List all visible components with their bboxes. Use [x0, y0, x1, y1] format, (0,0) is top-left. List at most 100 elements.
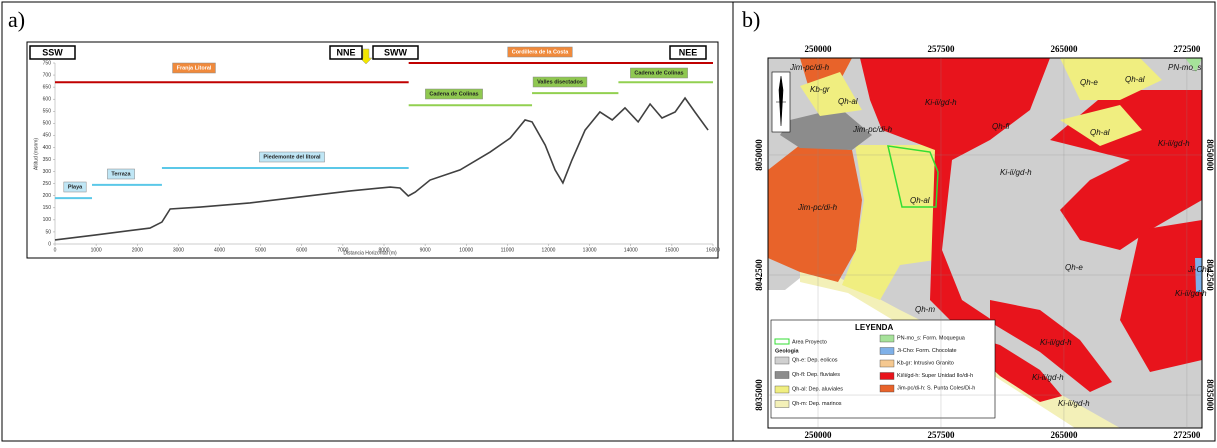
direction-label: SWW — [384, 47, 407, 57]
panel-label: a) — [8, 7, 25, 32]
x-tick-label: 5000 — [255, 247, 266, 253]
annotation-label: Terraza — [111, 171, 131, 177]
map-label: Ki-ii/gd-h — [1175, 289, 1207, 298]
legend-swatch — [775, 401, 789, 408]
legend-swatch — [880, 348, 894, 355]
map-y-label: 8042500 — [754, 259, 764, 291]
y-tick-label: 300 — [43, 169, 52, 175]
legend-swatch — [880, 385, 894, 392]
figure: a) b) Altitud (msnm) Distancia Horizonta… — [0, 0, 1217, 443]
map-label: Ki-ii/gd-h — [925, 98, 957, 107]
legend-group: Geologia — [775, 348, 799, 354]
annotation-label: Franja Litoral — [177, 65, 212, 71]
x-tick-label: 14000 — [624, 247, 638, 253]
map-label: Ki-ii/gd-h — [1000, 168, 1032, 177]
x-tick-label: 9000 — [420, 247, 431, 253]
map-label: Jim-pc/di-h — [797, 203, 838, 212]
y-tick-label: 700 — [43, 72, 52, 78]
map-x-label: 250000 — [805, 430, 833, 440]
direction-label: SSW — [42, 47, 63, 57]
legend-swatch — [880, 373, 894, 380]
x-tick-label: 4000 — [214, 247, 225, 253]
x-tick-label: 1000 — [91, 247, 102, 253]
map-label: Qh-al — [910, 196, 930, 205]
map-x-label: 272500 — [1173, 44, 1201, 54]
legend-swatch — [775, 372, 789, 379]
jim-pc — [768, 145, 862, 282]
map-y-label: 8035000 — [754, 379, 764, 411]
legend-label: Qh-m: Dep. marinos — [792, 401, 842, 407]
chart-frame — [27, 42, 718, 258]
direction-label: NNE — [336, 47, 355, 57]
map-label: Ki-ii/gd-h — [1058, 399, 1090, 408]
map-label: Qh-e — [1065, 263, 1083, 272]
y-tick-label: 600 — [43, 97, 52, 103]
y-tick-label: 350 — [43, 157, 52, 163]
legend-label: PN-mo_s: Form. Moquegua — [897, 335, 966, 341]
annotation-label: Valles disectados — [537, 79, 583, 85]
direction-label: NEE — [679, 47, 698, 57]
legend-swatch — [880, 335, 894, 342]
x-tick-label: 8000 — [378, 247, 389, 253]
legend-label: Qh-fl: Dep. fluviales — [792, 372, 840, 378]
x-tick-label: 15000 — [665, 247, 679, 253]
y-tick-label: 500 — [43, 121, 52, 127]
y-tick-label: 650 — [43, 84, 52, 90]
x-tick-label: 0 — [54, 247, 57, 253]
y-tick-label: 0 — [48, 241, 51, 247]
legend-label: Ki/ii/gd-h: Super Unidad Ilo/di-h — [897, 373, 973, 379]
y-axis-title: Altitud (msnm) — [33, 138, 39, 171]
x-tick-label: 11000 — [501, 247, 515, 253]
map-label: Qh-al — [838, 97, 858, 106]
map-x-label: 272500 — [1173, 430, 1201, 440]
map-label: Qh-al — [1090, 128, 1110, 137]
x-tick-label: 6000 — [296, 247, 307, 253]
legend-title: LEYENDA — [855, 323, 893, 332]
map-x-label: 257500 — [927, 44, 955, 54]
y-tick-label: 550 — [43, 109, 52, 115]
map-label: Ki-ii/gd-h — [1158, 139, 1190, 148]
map-label: Jim-pc/di-h — [852, 125, 893, 134]
y-tick-label: 100 — [43, 217, 52, 223]
legend-swatch — [880, 360, 894, 367]
x-tick-label: 16000 — [706, 247, 720, 253]
y-tick-label: 750 — [43, 60, 52, 66]
x-tick-label: 3000 — [173, 247, 184, 253]
annotation-label: Cadena de Colinas — [429, 91, 478, 97]
x-tick-label: 7000 — [337, 247, 348, 253]
x-tick-label: 12000 — [542, 247, 556, 253]
y-tick-label: 50 — [45, 229, 51, 235]
map-label: Qh-m — [915, 305, 935, 314]
map-label: PN-mo_s — [1168, 63, 1201, 72]
y-tick-label: 450 — [43, 133, 52, 139]
legend-label: Qh-al: Dep. aluviales — [792, 386, 843, 392]
legend-label: Area Proyecto — [792, 339, 827, 345]
map-x-label: 265000 — [1050, 430, 1078, 440]
map-x-label: 250000 — [805, 44, 833, 54]
y-tick-label: 400 — [43, 145, 52, 151]
x-tick-label: 13000 — [583, 247, 597, 253]
annotation-label: Cordillera de la Costa — [512, 49, 569, 55]
map-label: Jim-pc/di-h — [789, 63, 830, 72]
map-label: Ji-Cho — [1187, 265, 1212, 274]
legend-label: Jim-pc/di-h: S. Punta Coles/Di-h — [897, 385, 975, 391]
legend-label: Qh-e: Dep. eolicos — [792, 357, 838, 363]
legend-label: Ji-Cho: Form. Chocolate — [897, 348, 957, 354]
map-x-label: 265000 — [1050, 44, 1078, 54]
legend-swatch — [775, 386, 789, 393]
map-label: Qh-fl — [992, 122, 1010, 131]
legend-label: Kb-gr: Intrusivo Granito — [897, 360, 954, 366]
annotation-label: Piedemonte del litoral — [263, 154, 321, 160]
annotation-label: Cadena de Colinas — [634, 70, 683, 76]
map-label: Kb-gr — [810, 85, 830, 94]
map-x-label: 257500 — [927, 430, 955, 440]
y-tick-label: 200 — [43, 193, 52, 199]
map-label: Qh-e — [1080, 78, 1098, 87]
map-label: Ki-ii/gd-h — [1032, 373, 1064, 382]
map-y-label: 8035000 — [1205, 379, 1215, 411]
map-label: Ki-ii/gd-h — [1040, 338, 1072, 347]
legend-swatch — [775, 357, 789, 364]
x-tick-label: 2000 — [132, 247, 143, 253]
map-y-label: 8050000 — [1205, 139, 1215, 171]
map-y-label: 8042500 — [1205, 259, 1215, 291]
